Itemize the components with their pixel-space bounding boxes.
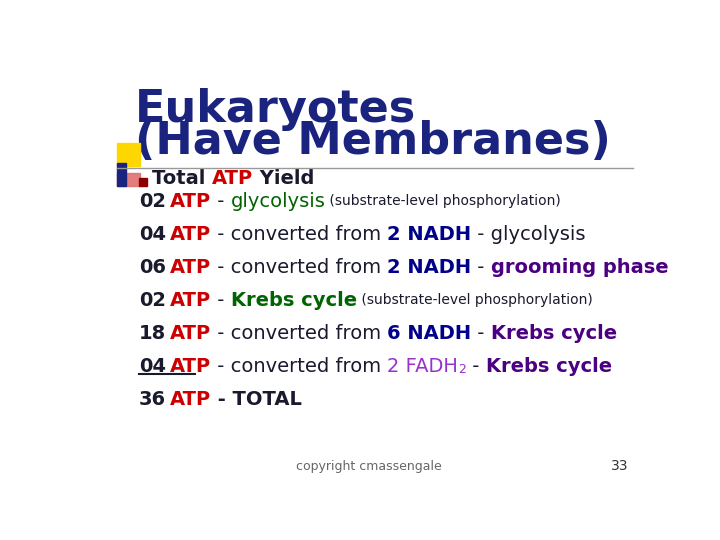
Text: ATP: ATP xyxy=(170,390,211,409)
Text: 2: 2 xyxy=(458,363,466,376)
Text: grooming phase: grooming phase xyxy=(491,258,669,277)
Text: (Have Membranes): (Have Membranes) xyxy=(135,120,611,163)
Bar xyxy=(139,178,148,186)
Text: ATP: ATP xyxy=(170,192,211,211)
Text: ATP: ATP xyxy=(170,225,211,244)
Text: -: - xyxy=(472,324,491,343)
Text: 02: 02 xyxy=(139,192,166,211)
Text: Total: Total xyxy=(152,169,212,188)
Text: Eukaryotes: Eukaryotes xyxy=(135,88,416,131)
Text: - converted from: - converted from xyxy=(211,258,387,277)
Text: 33: 33 xyxy=(611,459,629,473)
Text: ATP: ATP xyxy=(170,324,211,343)
Text: glycolysis: glycolysis xyxy=(230,192,325,211)
Text: ATP: ATP xyxy=(170,258,211,277)
Text: 6 NADH: 6 NADH xyxy=(387,324,472,343)
Text: 04: 04 xyxy=(139,357,166,376)
Text: 2 FADH: 2 FADH xyxy=(387,357,458,376)
Text: -: - xyxy=(211,192,230,211)
Text: ATP: ATP xyxy=(170,357,211,376)
Text: Krebs cycle: Krebs cycle xyxy=(491,324,617,343)
Text: Krebs cycle: Krebs cycle xyxy=(486,357,612,376)
Text: -: - xyxy=(211,291,230,310)
Text: 36: 36 xyxy=(139,390,166,409)
Text: - converted from: - converted from xyxy=(211,357,387,376)
Text: 2 NADH: 2 NADH xyxy=(387,225,472,244)
Text: 02: 02 xyxy=(139,291,166,310)
Text: - glycolysis: - glycolysis xyxy=(472,225,586,244)
Text: Krebs cycle: Krebs cycle xyxy=(230,291,356,310)
Text: - converted from: - converted from xyxy=(211,324,387,343)
Text: - converted from: - converted from xyxy=(211,225,387,244)
Text: Yield: Yield xyxy=(253,169,315,188)
Text: copyright cmassengale: copyright cmassengale xyxy=(296,460,442,473)
Text: (substrate-level phosphorylation): (substrate-level phosphorylation) xyxy=(325,194,561,208)
Text: 06: 06 xyxy=(139,258,166,277)
Text: -: - xyxy=(472,258,491,277)
Text: -: - xyxy=(466,357,486,376)
Bar xyxy=(117,164,126,186)
Text: - TOTAL: - TOTAL xyxy=(211,390,302,409)
Text: 2 NADH: 2 NADH xyxy=(387,258,472,277)
Text: 18: 18 xyxy=(139,324,166,343)
Text: (substrate-level phosphorylation): (substrate-level phosphorylation) xyxy=(356,293,593,307)
Bar xyxy=(117,143,140,166)
Bar xyxy=(117,173,140,186)
Text: ATP: ATP xyxy=(170,291,211,310)
Text: ATP: ATP xyxy=(212,169,253,188)
Text: 04: 04 xyxy=(139,225,166,244)
